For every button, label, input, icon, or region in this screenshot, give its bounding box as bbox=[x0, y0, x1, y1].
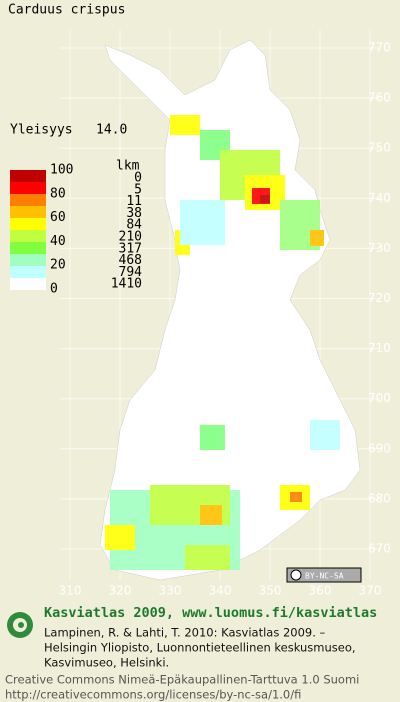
license-line: Creative Commons Nimeä-Epäkaupallinen-Ta… bbox=[5, 673, 359, 687]
legend-swatch bbox=[10, 242, 46, 254]
legend-swatch bbox=[10, 266, 46, 278]
credits: Lampinen, R. & Lahti, T. 2010: Kasviatla… bbox=[5, 626, 359, 702]
y-coordinate-label: 690 bbox=[368, 441, 391, 455]
scale-label: 40 bbox=[50, 234, 66, 249]
legend-swatch bbox=[10, 182, 46, 194]
x-coordinate-label: 350 bbox=[259, 584, 282, 598]
y-coordinate-label: 670 bbox=[368, 542, 391, 556]
legend-swatch bbox=[10, 278, 46, 290]
citation-line: Lampinen, R. & Lahti, T. 2010: Kasviatla… bbox=[44, 626, 326, 640]
credits-heading: Kasviatlas 2009, www.luomus.fi/kasviatla… bbox=[44, 605, 377, 621]
y-coordinate-label: 750 bbox=[368, 141, 391, 155]
logo bbox=[7, 612, 33, 638]
citation-line: Helsingin Yliopisto, Luonnontieteellinen… bbox=[44, 641, 356, 655]
badge-text: BY-NC-SA bbox=[305, 572, 344, 581]
count-label: 317 bbox=[119, 241, 142, 256]
legend-swatch bbox=[10, 254, 46, 266]
frequency-value: 14.0 bbox=[96, 123, 127, 138]
scale-label: 80 bbox=[50, 186, 66, 201]
count-label: 84 bbox=[126, 218, 142, 233]
x-coordinate-label: 330 bbox=[159, 584, 182, 598]
y-coordinate-label: 680 bbox=[368, 491, 391, 505]
count-label: 468 bbox=[119, 253, 142, 268]
y-coordinate-label: 710 bbox=[368, 341, 391, 355]
legend-swatch bbox=[10, 170, 46, 182]
count-label: 38 bbox=[126, 206, 142, 221]
x-coordinate-label: 320 bbox=[109, 584, 132, 598]
x-coordinate-label: 310 bbox=[59, 584, 82, 598]
x-coordinate-label: 340 bbox=[209, 584, 232, 598]
y-coordinate-label: 700 bbox=[368, 391, 391, 405]
count-label: 0 bbox=[134, 171, 142, 186]
y-coordinate-label: 760 bbox=[368, 91, 391, 105]
occurrence-cells bbox=[105, 115, 340, 570]
legend-swatch bbox=[10, 218, 46, 230]
legend-swatch bbox=[10, 230, 46, 242]
scale-label: 60 bbox=[50, 210, 66, 225]
license-line: http://creativecommons.org/licenses/by-n… bbox=[5, 688, 301, 702]
frequency-label: Yleisyys bbox=[10, 123, 73, 138]
finland-map bbox=[99, 39, 361, 581]
map-title: Carduus crispus bbox=[8, 3, 125, 18]
citation-line: Kasvimuseo, Helsinki. bbox=[44, 656, 169, 670]
count-label: 11 bbox=[126, 194, 142, 209]
count-label: 5 bbox=[134, 182, 142, 197]
scale-label: 100 bbox=[50, 163, 73, 178]
count-label: 210 bbox=[119, 230, 142, 245]
count-header: lkm bbox=[116, 159, 140, 174]
count-label: 1410 bbox=[111, 277, 142, 292]
y-coordinate-label: 740 bbox=[368, 191, 391, 205]
scale-label: 0 bbox=[50, 282, 58, 297]
license-badge: BY-NC-SA bbox=[286, 567, 362, 583]
x-coordinate-label: 360 bbox=[309, 584, 332, 598]
y-coordinate-label: 770 bbox=[368, 41, 391, 55]
count-label: 794 bbox=[119, 265, 143, 280]
legend-swatch bbox=[10, 206, 46, 218]
x-coordinate-label: 370 bbox=[359, 584, 382, 598]
scale-label: 20 bbox=[50, 258, 66, 273]
legend-swatch bbox=[10, 194, 46, 206]
y-coordinate-label: 720 bbox=[368, 291, 391, 305]
y-coordinate-label: 730 bbox=[368, 241, 391, 255]
